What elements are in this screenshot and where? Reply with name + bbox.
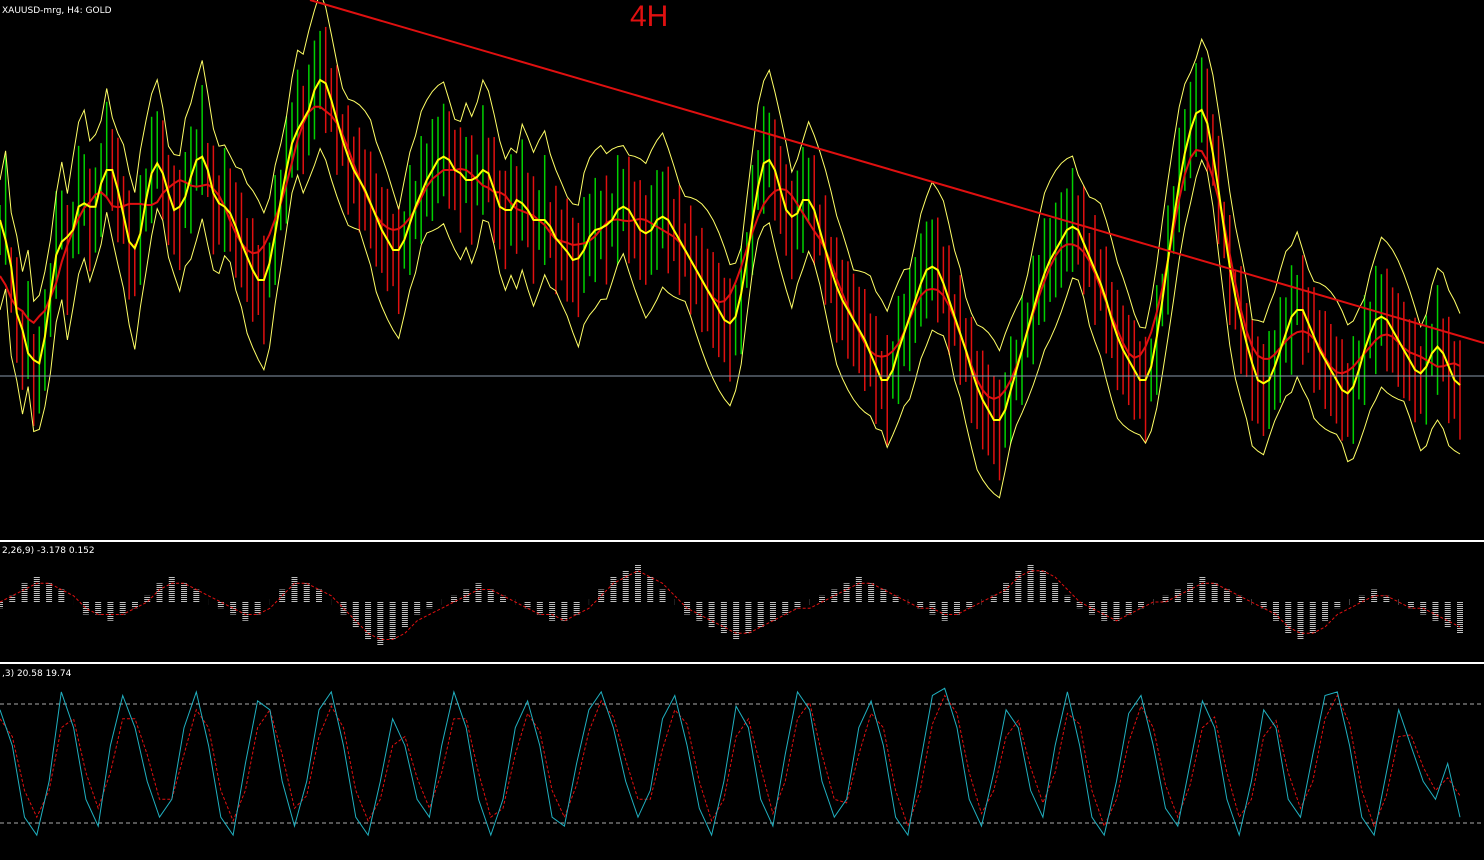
fast-moving-average <box>0 78 1461 421</box>
macd-label: 2,26,9) -3.178 0.152 <box>2 546 95 556</box>
macd-signal-line <box>0 570 1461 640</box>
stoch-main-line <box>0 687 1461 837</box>
stochastic-label: ,3) 20.58 19.74 <box>2 669 72 679</box>
timeframe-annotation[interactable]: 4H <box>630 0 668 33</box>
macd-histogram <box>0 564 1463 646</box>
stoch-signal-line <box>0 694 1461 828</box>
bollinger-lower-band <box>0 147 1461 499</box>
macd-panel[interactable]: 2,26,9) -3.178 0.152 <box>0 546 1463 646</box>
trendline[interactable] <box>309 0 1484 344</box>
symbol-label: XAUUSD-mrg, H4: GOLD <box>2 6 112 16</box>
bollinger-upper-band <box>0 0 1461 352</box>
price-panel[interactable]: XAUUSD-mrg, H4: GOLD 4H <box>0 0 1484 499</box>
stochastic-panel[interactable]: ,3) 20.58 19.74 <box>0 669 1484 837</box>
